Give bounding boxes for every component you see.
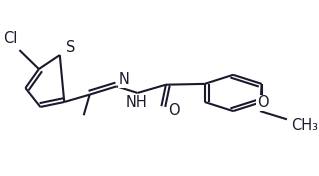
- Text: CH₃: CH₃: [292, 118, 318, 133]
- Text: NH: NH: [125, 95, 147, 109]
- Text: N: N: [119, 72, 130, 87]
- Text: S: S: [66, 40, 76, 55]
- Text: O: O: [168, 103, 180, 118]
- Text: O: O: [257, 95, 268, 110]
- Text: Cl: Cl: [3, 31, 18, 46]
